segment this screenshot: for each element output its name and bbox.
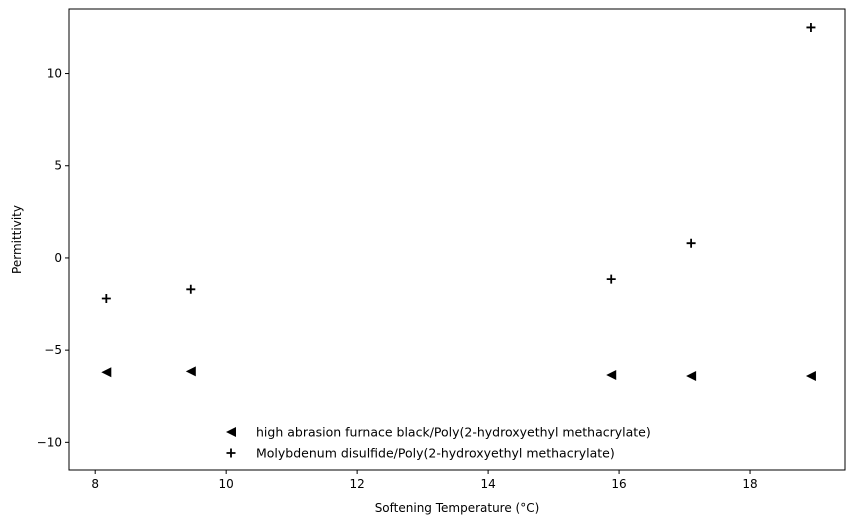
- data-point-series-2: [186, 284, 196, 294]
- data-point-series-1: [101, 367, 112, 378]
- y-tick-label: 5: [54, 159, 62, 173]
- legend-marker-series-1: [226, 427, 236, 437]
- x-tick-label: 10: [219, 477, 234, 491]
- x-axis-label: Softening Temperature (°C): [375, 501, 540, 515]
- legend-label-series-1: high abrasion furnace black/Poly(2-hydro…: [256, 425, 651, 440]
- data-point-series-1: [606, 370, 617, 381]
- x-tick-label: 16: [611, 477, 626, 491]
- data-point-series-2: [606, 274, 616, 284]
- y-axis-label: Permittivity: [10, 205, 24, 274]
- data-point-series-1: [805, 370, 816, 381]
- legend-label-series-2: Molybdenum disulfide/Poly(2-hydroxyethyl…: [256, 446, 615, 461]
- data-point-series-1: [686, 370, 697, 381]
- x-tick-label: 14: [480, 477, 495, 491]
- x-tick-label: 12: [349, 477, 364, 491]
- plot-marks: [101, 22, 816, 381]
- y-tick-label: −10: [37, 435, 62, 449]
- y-tick-label: −5: [44, 343, 62, 357]
- x-tick-label: 8: [91, 477, 99, 491]
- plot-frame: [68, 8, 846, 471]
- y-tick-label: 0: [54, 251, 62, 265]
- legend-marker-series-2: [226, 448, 236, 458]
- data-point-series-2: [686, 238, 696, 248]
- y-tick-label: 10: [47, 67, 62, 81]
- data-point-series-2: [101, 294, 111, 304]
- axes: 8 10 12 14 16 18 −10 −5 0 5 10: [37, 8, 846, 491]
- data-point-series-1: [185, 366, 196, 377]
- data-point-series-2: [806, 22, 816, 32]
- x-tick-label: 18: [742, 477, 757, 491]
- legend: high abrasion furnace black/Poly(2-hydro…: [226, 425, 651, 461]
